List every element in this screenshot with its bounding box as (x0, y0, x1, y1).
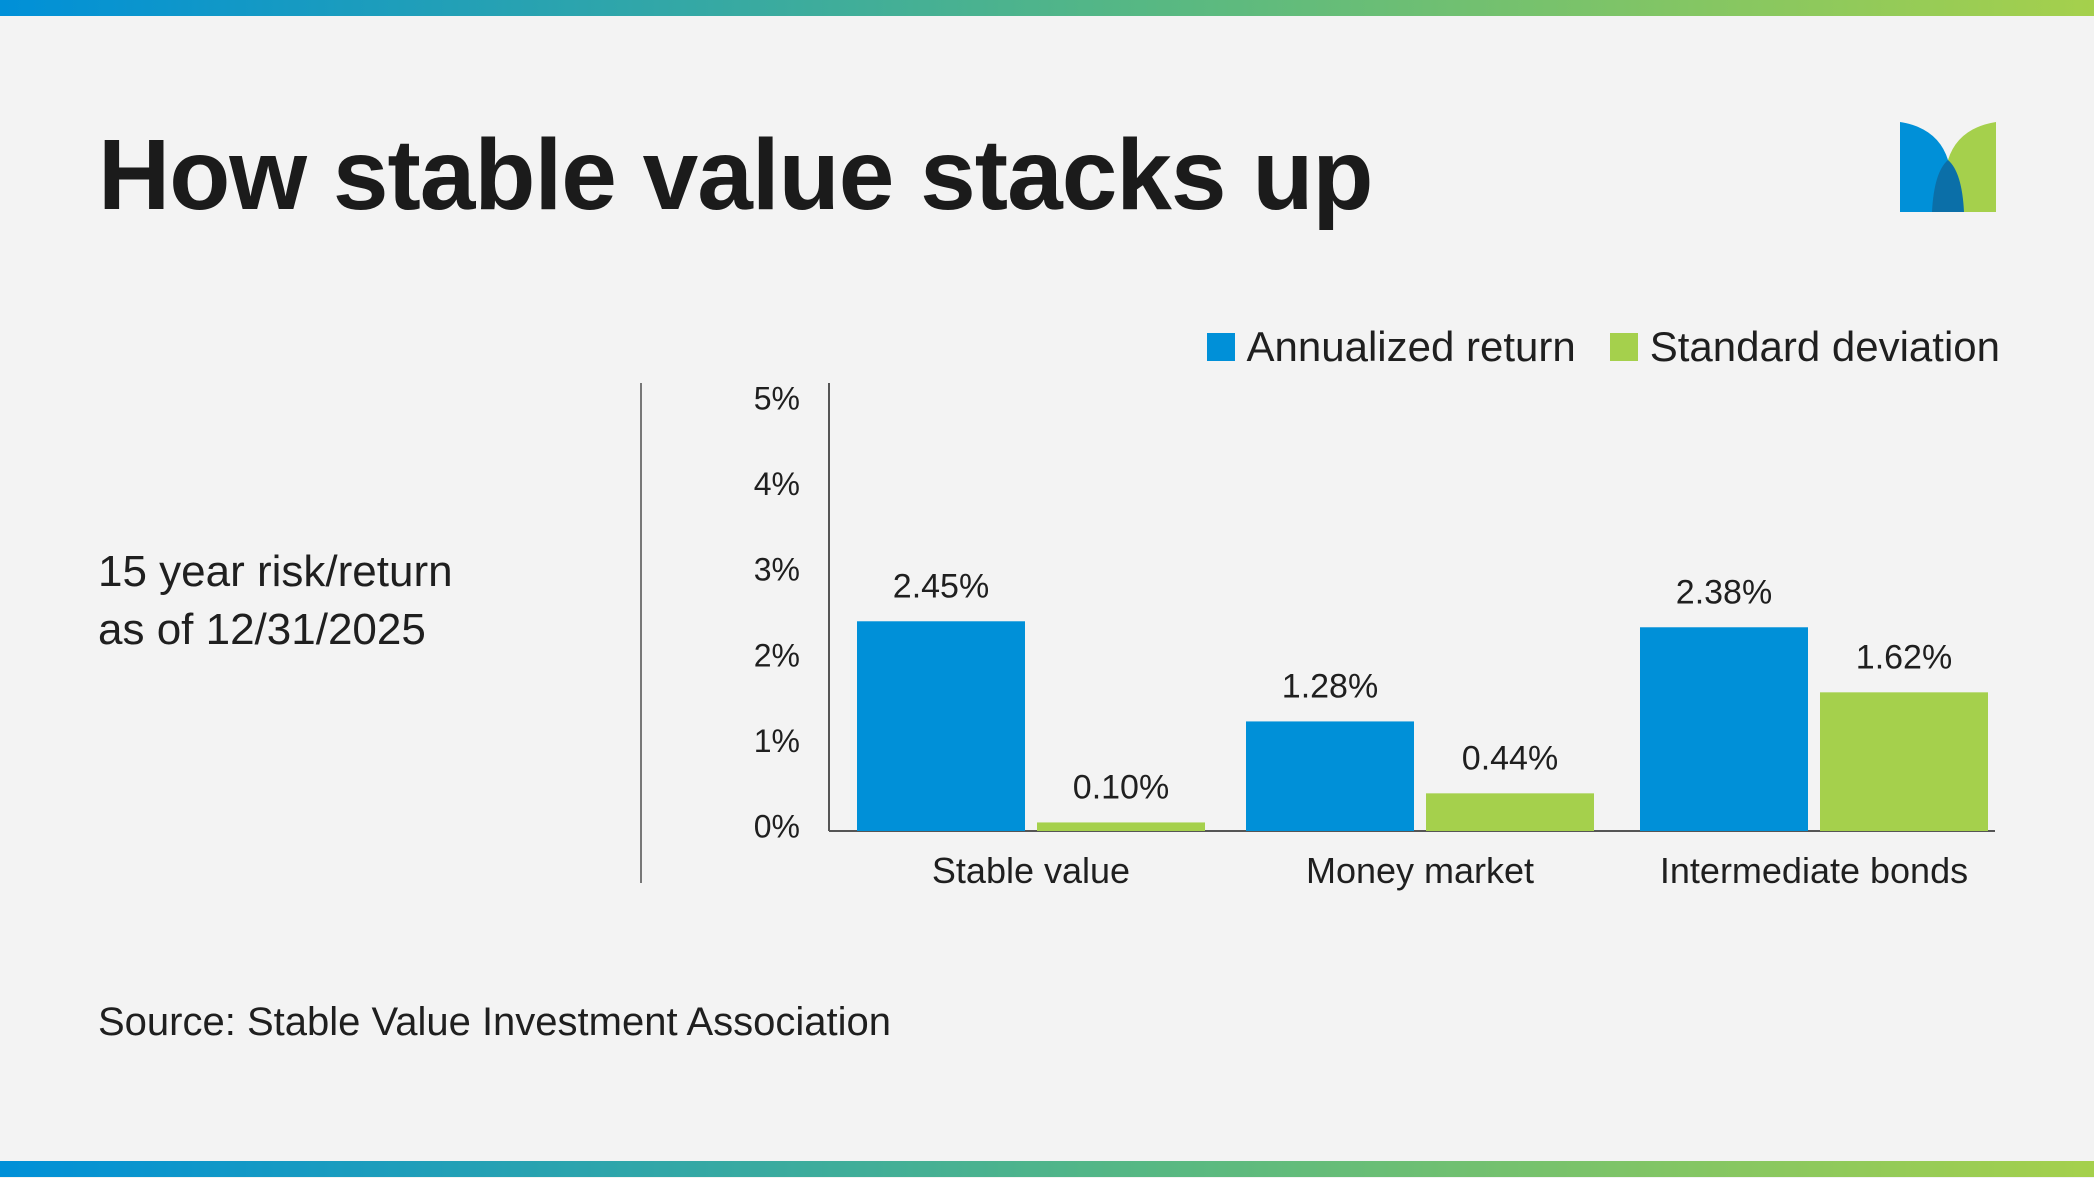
legend-item-standard-deviation: Standard deviation (1609, 323, 2000, 371)
data-label: 2.45% (893, 567, 989, 605)
legend-swatch-standard-deviation (1609, 333, 1638, 361)
bar-0-0 (857, 621, 1025, 831)
y-tick-label: 2% (754, 637, 800, 673)
y-tick-label: 5% (754, 380, 800, 416)
x-tick-label: Intermediate bonds (1660, 850, 1968, 891)
vertical-divider (640, 383, 642, 883)
subtitle-line-2: as of 12/31/2025 (98, 605, 426, 654)
data-label: 2.38% (1676, 573, 1772, 611)
x-tick-label: Money market (1306, 850, 1534, 891)
data-label: 1.62% (1856, 638, 1952, 676)
data-label: 0.10% (1073, 768, 1169, 806)
chart-subtitle: 15 year risk/return as of 12/31/2025 (98, 543, 453, 659)
y-tick-label: 3% (754, 552, 800, 588)
data-label: 1.28% (1282, 667, 1378, 705)
legend-swatch-annualized-return (1206, 333, 1235, 361)
legend-item-annualized-return: Annualized return (1206, 323, 1576, 371)
bar-1-0 (1037, 822, 1205, 831)
bottom-gradient-band (0, 1161, 2094, 1177)
bar-0-1 (1246, 721, 1414, 831)
brand-logo-icon (1900, 122, 1996, 212)
x-tick-label: Stable value (932, 850, 1130, 891)
bar-1-2 (1820, 692, 1988, 831)
bar-0-2 (1640, 627, 1808, 831)
source-note: Source: Stable Value Investment Associat… (98, 1000, 892, 1044)
data-label: 0.44% (1462, 739, 1558, 777)
bar-1-1 (1426, 793, 1594, 831)
page-title: How stable value stacks up (98, 119, 1373, 231)
legend-label-annualized-return: Annualized return (1246, 323, 1576, 370)
legend-label-standard-deviation: Standard deviation (1649, 323, 2000, 370)
y-tick-label: 1% (754, 723, 800, 759)
y-tick-label: 0% (754, 808, 800, 844)
chart-legend: Annualized return Standard deviation (1173, 323, 2000, 371)
top-gradient-band (0, 0, 2094, 16)
y-tick-label: 4% (754, 466, 800, 502)
subtitle-line-1: 15 year risk/return (98, 547, 453, 596)
